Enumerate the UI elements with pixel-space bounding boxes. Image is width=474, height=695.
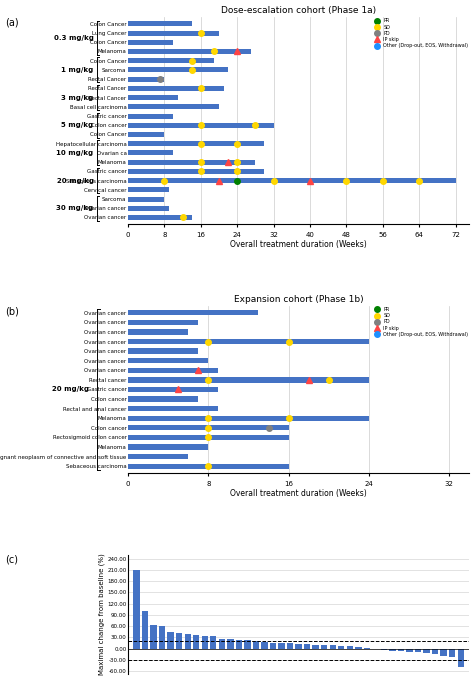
Bar: [128, 435, 289, 440]
Bar: [128, 320, 198, 325]
Bar: [219, 639, 225, 648]
X-axis label: Overall treatment duration (Weeks): Overall treatment duration (Weeks): [230, 489, 367, 498]
Text: 30 mg/kg: 30 mg/kg: [56, 205, 94, 211]
Bar: [312, 644, 319, 648]
Bar: [128, 169, 264, 174]
Bar: [128, 396, 198, 402]
Bar: [128, 387, 219, 392]
Bar: [128, 160, 255, 165]
Bar: [457, 648, 464, 667]
Bar: [128, 187, 169, 193]
Bar: [193, 635, 200, 648]
Text: (a): (a): [5, 17, 18, 27]
Bar: [128, 113, 173, 119]
Bar: [415, 648, 421, 653]
Bar: [128, 150, 173, 156]
Bar: [128, 377, 369, 382]
Bar: [128, 22, 191, 26]
Bar: [253, 641, 259, 648]
Bar: [210, 637, 217, 648]
Bar: [128, 329, 188, 334]
Bar: [440, 648, 447, 656]
Bar: [128, 31, 219, 35]
Bar: [159, 626, 165, 648]
X-axis label: Overall treatment duration (Weeks): Overall treatment duration (Weeks): [230, 240, 367, 250]
Bar: [128, 86, 224, 91]
Bar: [128, 76, 164, 82]
Legend: PR, SD, PD, IP skip, Other (Drop-out, EOS, Withdrawal): PR, SD, PD, IP skip, Other (Drop-out, EO…: [372, 307, 468, 337]
Bar: [128, 368, 219, 373]
Bar: [128, 206, 169, 211]
Bar: [432, 648, 438, 654]
Bar: [167, 632, 174, 648]
Bar: [128, 348, 198, 354]
Bar: [128, 67, 228, 72]
Bar: [398, 648, 404, 651]
Text: (b): (b): [5, 306, 18, 316]
Bar: [128, 123, 273, 128]
Bar: [338, 646, 345, 648]
Legend: PR, SD, PD, IP skip, Other (Drop-out, EOS, Withdrawal): PR, SD, PD, IP skip, Other (Drop-out, EO…: [372, 18, 468, 48]
Bar: [355, 647, 362, 648]
Bar: [184, 634, 191, 648]
Bar: [128, 425, 289, 430]
Bar: [128, 454, 188, 459]
Bar: [128, 406, 219, 411]
Bar: [406, 648, 413, 652]
Bar: [227, 639, 234, 648]
Bar: [372, 648, 379, 649]
Text: 1 mg/kg: 1 mg/kg: [61, 67, 94, 73]
Bar: [128, 197, 164, 202]
Bar: [128, 310, 258, 316]
Bar: [128, 104, 219, 109]
Text: 10 mg/kg: 10 mg/kg: [56, 150, 94, 156]
Bar: [128, 215, 191, 220]
Bar: [304, 644, 310, 648]
Text: (c): (c): [5, 555, 18, 565]
Bar: [423, 648, 430, 653]
Bar: [128, 132, 164, 137]
Bar: [128, 416, 369, 421]
Bar: [278, 643, 285, 648]
Bar: [389, 648, 396, 651]
Text: 0.3 mg/kg: 0.3 mg/kg: [54, 35, 94, 41]
Bar: [128, 58, 214, 63]
Bar: [128, 358, 208, 363]
Bar: [142, 611, 148, 648]
Bar: [321, 645, 328, 648]
Bar: [128, 464, 289, 469]
Text: 20 mg/kg: 20 mg/kg: [52, 386, 89, 393]
Bar: [244, 640, 251, 648]
Bar: [128, 95, 178, 100]
Bar: [176, 633, 182, 648]
Bar: [201, 635, 208, 648]
Bar: [261, 642, 268, 648]
Bar: [295, 644, 302, 648]
Text: 20 mg/kg: 20 mg/kg: [56, 178, 94, 183]
Bar: [128, 339, 369, 344]
Bar: [128, 40, 173, 44]
Bar: [236, 639, 242, 648]
Bar: [381, 648, 387, 650]
Title: Dose-escalation cohort (Phase 1a): Dose-escalation cohort (Phase 1a): [221, 6, 376, 15]
Bar: [128, 444, 208, 450]
Bar: [128, 178, 456, 183]
Bar: [329, 645, 336, 648]
Text: 5 mg/kg: 5 mg/kg: [62, 122, 94, 129]
Y-axis label: Maximal change from baseline (%): Maximal change from baseline (%): [98, 554, 105, 676]
Bar: [270, 643, 276, 648]
Text: 3 mg/kg: 3 mg/kg: [61, 95, 94, 101]
Bar: [449, 648, 456, 657]
Bar: [133, 570, 140, 648]
Bar: [287, 644, 293, 648]
Bar: [346, 646, 353, 648]
Bar: [128, 141, 264, 146]
Title: Expansion cohort (Phase 1b): Expansion cohort (Phase 1b): [234, 295, 364, 304]
Bar: [128, 49, 251, 54]
Bar: [150, 625, 157, 648]
